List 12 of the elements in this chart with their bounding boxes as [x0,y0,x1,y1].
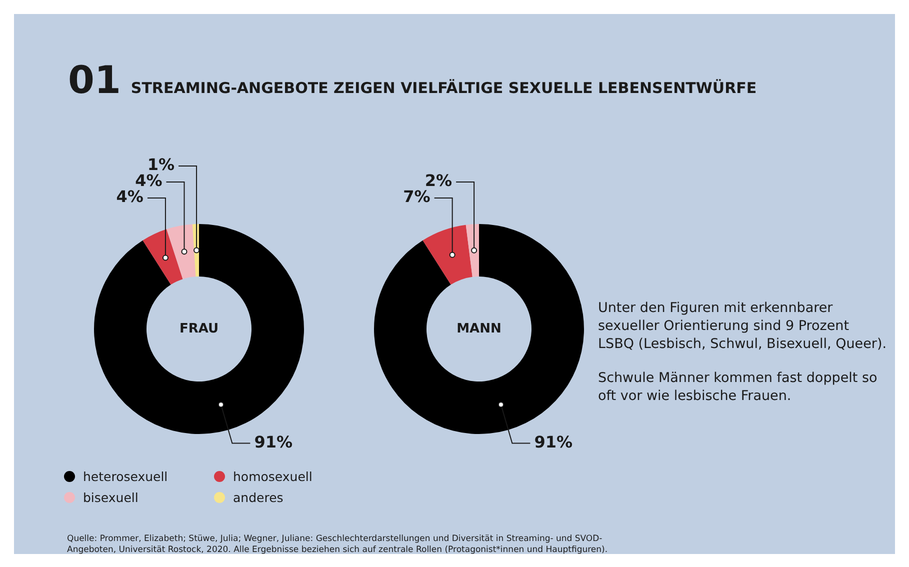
text: MANN [456,321,502,336]
text: Unter den Figuren mit erkennbarer sexueller Orientierung sind 9 Prozent LSBQ (Lesbisch, Schwul, Bisexuell, Queer). [598,299,888,353]
source-note: Quelle: Prommer, Elizabeth; Stüwe, Julia; Wegner, Juliane: Geschlechterdarstellungen und Diversität in Streaming- und SVOD-Angeboten, Universität Rostock, 2020. Alle Ergebnisse beziehen sich auf zentrale Rollen (Protagonist*innen und Hauptfiguren). [67,534,609,556]
legend-label: heterosexuell [82,469,169,484]
legend-label: homosexuell [232,469,314,484]
text: Schwule Männer kommen fast doppelt so oft vor wie lesbische Frauen. [598,369,878,405]
legend-label: bisexuell [82,490,140,505]
text: 01 STREAMING-ANGEBOTE ZEIGEN VIELFÄLTIGE SEXUELLE LEBENSENTWÜRFE [68,58,757,102]
data-label: 91% [534,432,572,452]
text: FRAU [179,321,219,336]
data-label: 91% [254,432,292,452]
legend-label: anderes [232,490,284,505]
